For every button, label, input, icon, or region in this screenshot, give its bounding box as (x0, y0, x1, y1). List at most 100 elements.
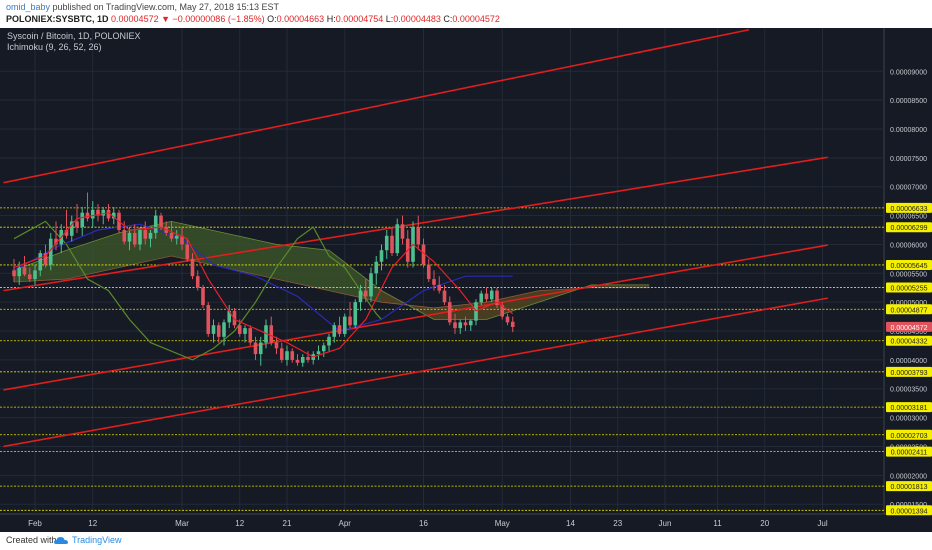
tradingview-brand[interactable]: TradingView (72, 535, 122, 545)
indicator-label[interactable]: Ichimoku (9, 26, 52, 26) (7, 42, 102, 52)
x-tick-label: Apr (339, 519, 352, 528)
y-tick-label: 0.00005000 (890, 300, 927, 307)
candle-body (510, 321, 515, 327)
candle-body (75, 221, 79, 228)
trend-line[interactable] (3, 244, 828, 391)
y-tick-label: 0.00006000 (890, 242, 927, 249)
ichimoku-cloud-segment (224, 232, 277, 280)
candle-body (426, 264, 431, 280)
candle-body (122, 230, 127, 242)
level-price-tag (886, 429, 932, 440)
candle-body (395, 224, 400, 254)
candle-body (69, 221, 74, 236)
candle-body (390, 235, 394, 254)
candle-body (337, 325, 342, 334)
candle-body (64, 230, 69, 236)
level-price-label: 0.00002411 (891, 450, 928, 457)
y-tick-label: 0.00008500 (890, 98, 927, 105)
candle-body (379, 250, 384, 262)
candle-body (169, 232, 174, 239)
ichimoku-cloud-segment (66, 232, 119, 280)
candle-body (211, 325, 216, 334)
x-tick-label: 11 (713, 519, 722, 528)
y-tick-label: 0.00009000 (890, 69, 927, 76)
trend-line[interactable] (3, 28, 750, 184)
close-label: C: (443, 14, 453, 24)
y-tick-label: 0.00008000 (890, 127, 927, 134)
last-price-label: 0.00004572 (891, 325, 928, 332)
open-value: 0.00004663 (276, 14, 325, 24)
published-text: published on TradingView.com, May 27, 20… (52, 2, 280, 12)
candle-body (195, 276, 200, 288)
level-price-label: 0.00006633 (891, 206, 928, 213)
candle-body (479, 293, 484, 303)
x-tick-label: 12 (235, 519, 244, 528)
candle-body (327, 336, 331, 346)
high-label: H: (326, 14, 336, 24)
candle-body (38, 253, 43, 271)
candle-body (321, 345, 326, 352)
candle-body (80, 212, 85, 228)
candle-body (48, 238, 53, 265)
candle-body (316, 351, 321, 355)
high-value: 0.00004754 (335, 14, 384, 24)
level-price-tag (886, 304, 932, 315)
candle-body (243, 328, 247, 334)
level-price-label: 0.00005255 (891, 285, 928, 292)
created-with-label: Created with (6, 535, 57, 545)
senkou-b-line (13, 255, 650, 309)
close-value: 0.00004572 (452, 14, 500, 24)
candle-body (216, 325, 221, 337)
candle-body (285, 351, 289, 360)
candle-body (127, 232, 132, 242)
candle-body (54, 238, 58, 245)
chart-title: Syscoin / Bitcoin, 1D, POLONIEX (7, 31, 141, 41)
candle-body (505, 316, 510, 323)
last-price-tag (886, 321, 932, 332)
x-tick-label: 12 (88, 519, 97, 528)
candle-body (384, 235, 389, 251)
x-tick-label: Jun (659, 519, 672, 528)
trend-line[interactable] (3, 297, 828, 448)
chart-background (0, 28, 932, 532)
candle-body (353, 302, 358, 326)
footer: Created with TradingView (0, 532, 932, 550)
y-tick-label: 0.00007500 (890, 156, 927, 163)
candle-body (432, 279, 436, 285)
publish-line: omid_baby published on TradingView.com, … (6, 2, 279, 12)
candle-body (237, 325, 242, 334)
x-tick-label: 20 (760, 519, 769, 528)
candle-body (148, 232, 153, 239)
candle-body (421, 244, 426, 265)
y-tick-label: 0.00003500 (890, 387, 927, 394)
candle-body (306, 357, 310, 360)
candle-body (185, 244, 190, 259)
x-tick-label: 21 (283, 519, 292, 528)
candle-body (143, 230, 148, 239)
username-link[interactable]: omid_baby (6, 2, 51, 12)
level-price-tag (886, 259, 932, 270)
level-price-label: 0.00001394 (891, 508, 928, 515)
ichimoku-cloud-segment (591, 284, 650, 288)
candle-body (201, 287, 205, 306)
x-tick-label: May (495, 519, 510, 528)
y-tick-label: 0.00004000 (890, 358, 927, 365)
candle-body (442, 290, 447, 303)
candle-body (159, 215, 163, 228)
candle-body (96, 209, 100, 216)
trend-line[interactable] (3, 156, 828, 292)
candle-body (358, 290, 363, 303)
x-tick-label: 23 (613, 519, 622, 528)
candle-body (232, 310, 237, 326)
level-price-label: 0.00005645 (891, 263, 928, 270)
level-price-label: 0.00004877 (891, 307, 928, 314)
candle-body (348, 316, 352, 326)
price-chart[interactable]: 0.00009000 0.00008500 0.00008000 0.00007500… (0, 28, 932, 532)
candle-body (111, 212, 116, 219)
candle-body (458, 322, 463, 329)
price-change: ▼ −0.00000086 (−1.85%) (161, 14, 265, 24)
candle-body (495, 290, 499, 306)
level-price-tag (886, 366, 932, 377)
level-price-tag (886, 282, 932, 293)
candle-body (174, 235, 179, 239)
